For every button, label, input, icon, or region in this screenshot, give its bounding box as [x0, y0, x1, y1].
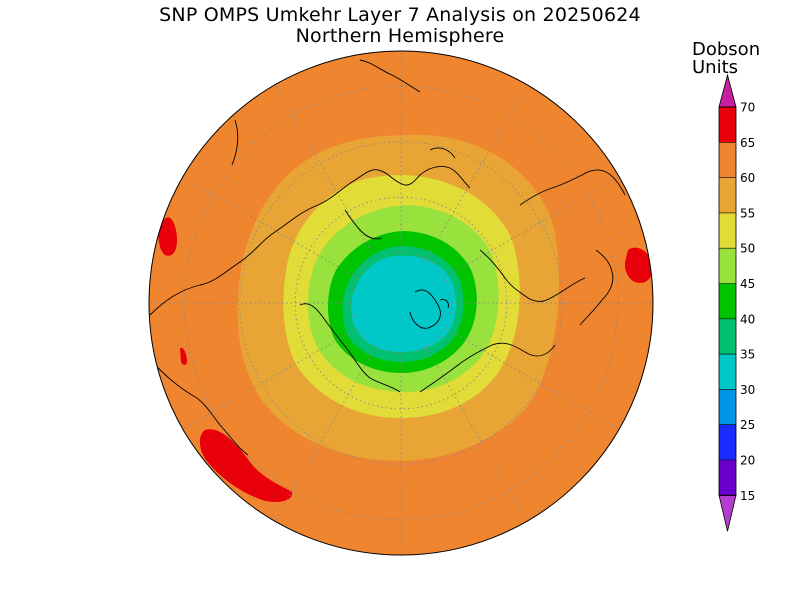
high-patch-atlantic: [158, 217, 177, 256]
colorbar-band: [719, 424, 736, 461]
map-title: SNP OMPS Umkehr Layer 7 Analysis on 2025…: [159, 4, 641, 26]
colorbar-tick-label: 20: [740, 454, 755, 468]
colorbar-band: [719, 212, 736, 249]
colorbar-tick-label: 15: [740, 489, 755, 503]
colorbar-tick-label: 40: [740, 312, 755, 326]
meridian-line: [425, 84, 528, 260]
high-patch-pacific: [199, 429, 293, 503]
colorbar-band: [719, 283, 736, 320]
field-30-35: [351, 255, 457, 352]
high-patch-small: [180, 347, 187, 365]
colorbar-band: [719, 354, 736, 390]
colorbar-ticks: 70 65 60 55 50 45 40 35 30 25 20 15: [719, 101, 755, 503]
meridian-line: [444, 327, 620, 430]
high-patch-europe: [624, 247, 653, 283]
colorbar-bands: [718, 73, 737, 532]
colorbar-tick-label: 35: [740, 348, 755, 362]
colorbar-tick-label: 70: [740, 101, 755, 115]
meridian-line: [182, 327, 358, 430]
meridian-line: [444, 176, 620, 279]
colorbar-tick-label: 45: [740, 277, 755, 291]
colorbar-tick-label: 50: [740, 242, 755, 256]
graticule: [149, 51, 653, 555]
colorbar-band: [719, 389, 736, 426]
map-subtitle: Northern Hemisphere: [295, 25, 505, 47]
meridian-line: [182, 176, 358, 279]
colorbar-band: [719, 248, 736, 284]
latitude-circle: [239, 141, 563, 465]
colorbar-tick-label: 60: [740, 171, 755, 185]
meridian-line: [425, 346, 528, 522]
colorbar-tick-label: 30: [740, 383, 755, 397]
map-field: [149, 51, 653, 555]
colorbar-tick-label: 55: [740, 206, 755, 220]
colorbar-band: [719, 318, 736, 355]
colorbar-band: [719, 107, 736, 143]
colorbar-under-arrow: [718, 494, 737, 532]
map-border: [148, 50, 654, 556]
meridian-line: [274, 346, 377, 522]
colorbar-band: [719, 177, 736, 214]
colorbar-band: [719, 142, 736, 179]
colorbar-band: [719, 460, 736, 496]
coastlines: [149, 59, 626, 456]
colorbar-over-arrow: [718, 73, 737, 108]
colorbar-unit-line1: Dobson: [692, 39, 761, 60]
colorbar-tick-label: 25: [740, 418, 755, 432]
colorbar-unit-line2: Units: [692, 57, 739, 78]
colorbar-tick-label: 65: [740, 136, 755, 150]
meridian-line: [274, 84, 377, 260]
latitude-circle: [183, 85, 619, 521]
